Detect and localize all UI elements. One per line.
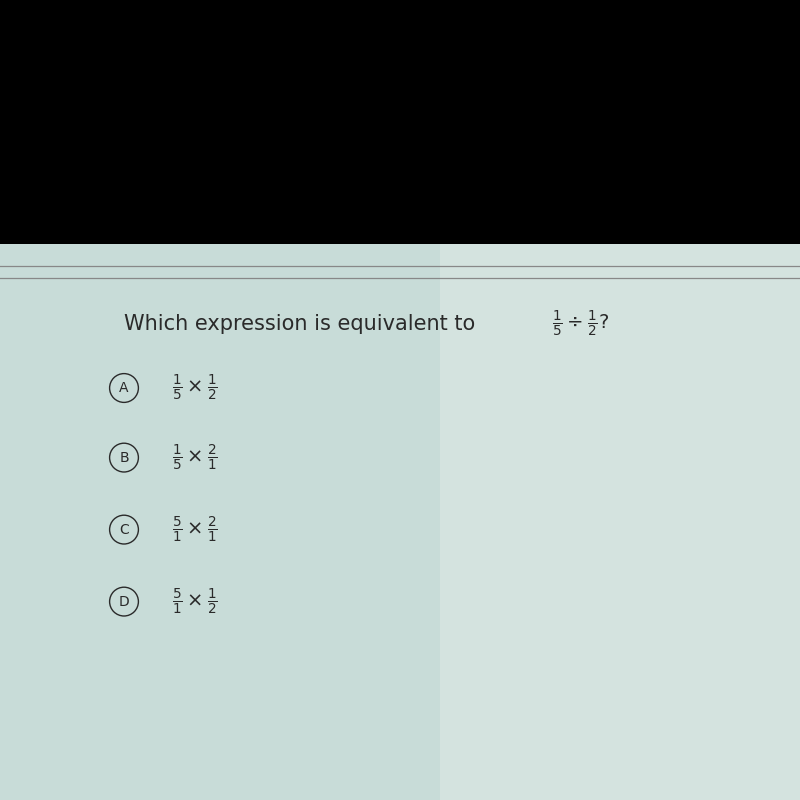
Text: C: C bbox=[119, 522, 129, 537]
Text: $\frac{5}{1} \times \frac{1}{2}$: $\frac{5}{1} \times \frac{1}{2}$ bbox=[172, 586, 218, 617]
Text: B: B bbox=[119, 450, 129, 465]
Text: $\frac{1}{5} \times \frac{1}{2}$: $\frac{1}{5} \times \frac{1}{2}$ bbox=[172, 373, 218, 403]
Bar bbox=[440, 244, 800, 800]
Text: $\frac{1}{5} \div \frac{1}{2}$?: $\frac{1}{5} \div \frac{1}{2}$? bbox=[552, 309, 609, 339]
Bar bbox=[0, 0, 800, 244]
Text: Which expression is equivalent to: Which expression is equivalent to bbox=[124, 314, 482, 334]
Text: $\frac{5}{1} \times \frac{2}{1}$: $\frac{5}{1} \times \frac{2}{1}$ bbox=[172, 514, 218, 545]
Text: D: D bbox=[118, 594, 130, 609]
Text: $\frac{1}{5} \times \frac{2}{1}$: $\frac{1}{5} \times \frac{2}{1}$ bbox=[172, 442, 218, 473]
Text: A: A bbox=[119, 381, 129, 395]
Bar bbox=[0, 244, 800, 800]
